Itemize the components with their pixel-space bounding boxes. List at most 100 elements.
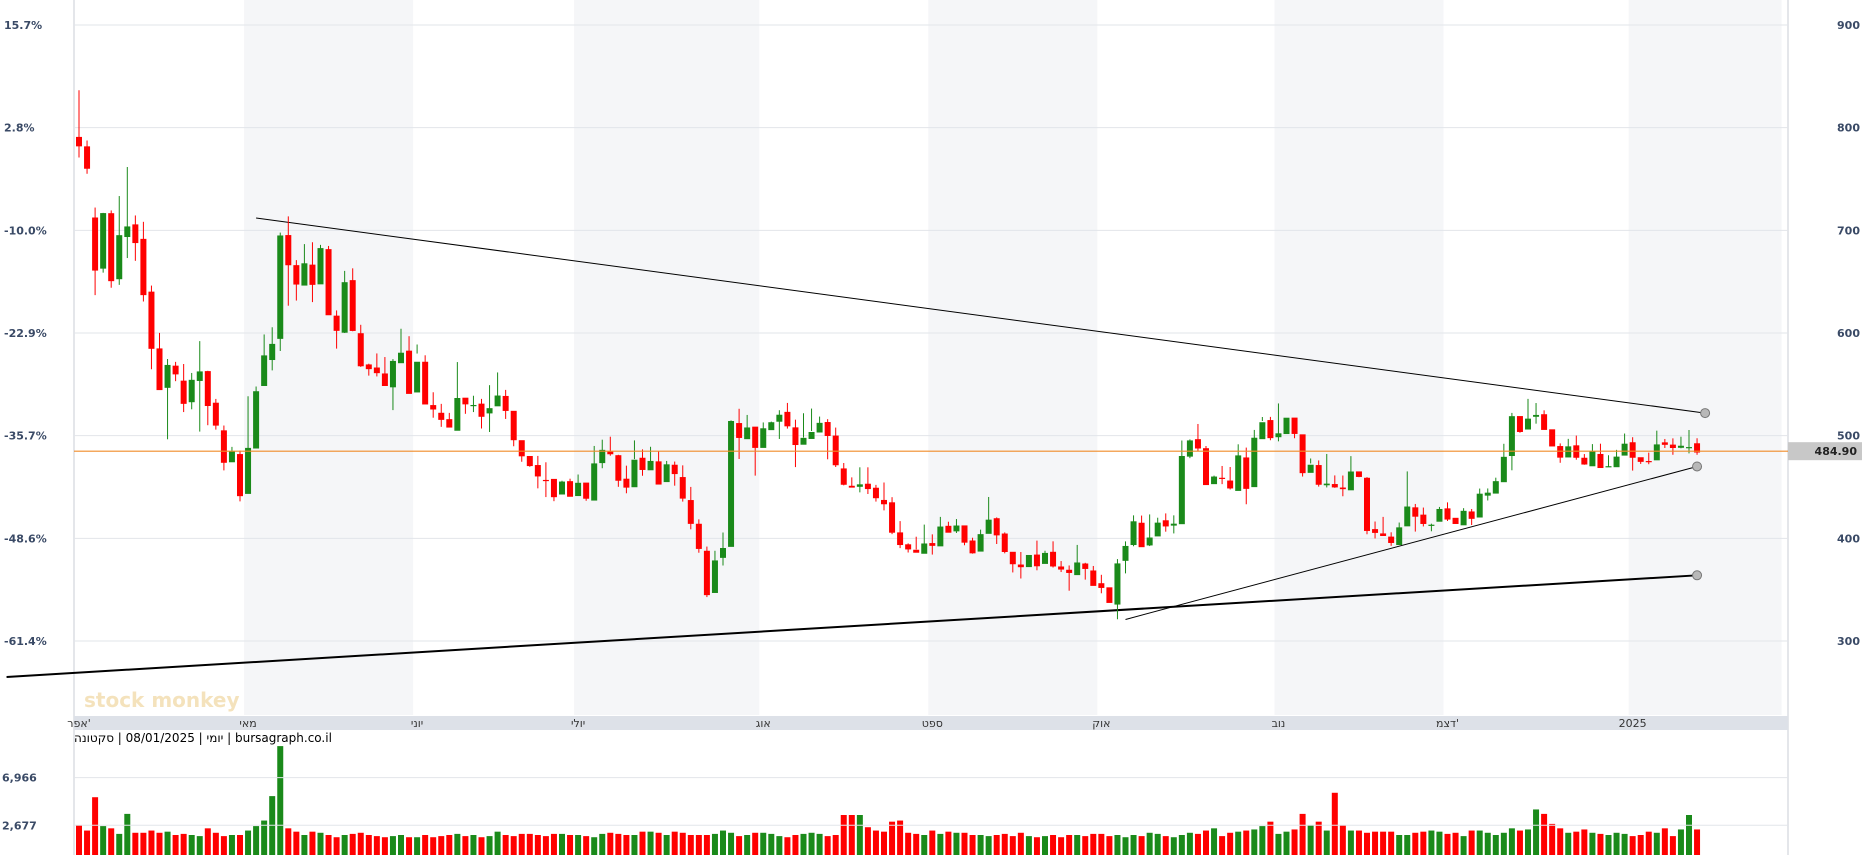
volume-bar [237, 835, 243, 855]
candle-body [1323, 483, 1330, 486]
volume-bar [1508, 828, 1515, 855]
volume-bar [1484, 832, 1491, 855]
candle-body [687, 500, 694, 524]
volume-bar [534, 835, 541, 855]
candle-body [631, 459, 638, 488]
candle-body [703, 550, 710, 596]
volume-bar [1098, 833, 1105, 855]
volume-bar [1533, 809, 1540, 855]
volume-bar [985, 836, 992, 855]
candle-body [124, 226, 131, 238]
volume-bar [607, 832, 614, 855]
volume-bar [1090, 833, 1097, 855]
trendline [1125, 465, 1698, 620]
candle-body [1033, 554, 1040, 567]
candle-body [881, 499, 887, 505]
candle-body [285, 235, 292, 266]
candle-body [1307, 464, 1314, 473]
volume-bar [1380, 831, 1387, 855]
volume-bar [1146, 832, 1153, 855]
candle-body [486, 408, 493, 414]
month-label: אפר' [67, 717, 90, 730]
candle-body [518, 440, 525, 457]
candle-body [1138, 522, 1145, 548]
volume-bar [502, 835, 509, 855]
volume-bar [1573, 831, 1580, 855]
volume-bar [1500, 832, 1507, 855]
candle-body [792, 427, 799, 446]
volume-bar [389, 836, 396, 855]
candle-body [695, 523, 702, 549]
candle-body [470, 404, 477, 407]
candle-body [1516, 416, 1523, 432]
candle-body [1315, 465, 1322, 485]
volume-bar [164, 831, 171, 855]
volume-bar [1050, 835, 1057, 855]
volume-bar [1001, 833, 1008, 855]
candle-body [373, 367, 380, 374]
volume-bar [567, 835, 574, 855]
candle-body [623, 478, 630, 488]
candle-body [736, 423, 743, 438]
candle-body [583, 482, 590, 499]
candle-body [1058, 566, 1065, 570]
candle-body [1275, 433, 1282, 438]
candle-body [430, 405, 437, 410]
volume-bar [92, 797, 99, 855]
volume-bar [921, 835, 928, 855]
candle-body [1686, 447, 1692, 449]
candle-body [1283, 417, 1290, 435]
candle-body [889, 502, 896, 533]
volume-bar [1251, 829, 1258, 855]
volume-bar [703, 835, 710, 855]
volume-bar [365, 835, 372, 855]
volume-bar [760, 832, 767, 855]
volume-bar [1653, 832, 1660, 855]
candle-body [309, 264, 316, 285]
candle-body [1388, 536, 1395, 543]
candle-body [864, 483, 871, 490]
volume-bar [1452, 832, 1459, 855]
candle-body [945, 525, 952, 533]
candle-body [550, 478, 557, 498]
volume-bar [1235, 831, 1242, 855]
price-candles [76, 90, 1701, 620]
volume-bar [277, 746, 284, 855]
volume-bar [1162, 836, 1169, 855]
candle-body [317, 248, 324, 285]
candle-body [1364, 477, 1370, 531]
volume-bar [647, 831, 654, 855]
candle-body [776, 414, 783, 422]
candle-body [422, 361, 429, 405]
y-tick-label-right: 300 [1837, 635, 1860, 648]
candle-body [1243, 457, 1250, 489]
candle-body [607, 451, 614, 455]
y-tick-label-right: 700 [1837, 224, 1860, 237]
volume-bar [1122, 837, 1129, 855]
candle-body [993, 518, 1000, 536]
volume-bar [961, 832, 968, 855]
volume-bar [381, 837, 388, 855]
candle-body [856, 484, 863, 487]
volume-bar [856, 815, 863, 855]
candle-body [116, 235, 123, 280]
trendlines[interactable] [6, 217, 1711, 678]
volume-bar [1388, 831, 1395, 855]
volume-bar [1669, 836, 1676, 855]
candle-body [937, 526, 944, 547]
candle-body [567, 481, 574, 497]
candle-body [752, 426, 759, 448]
volume-bar [1492, 835, 1499, 855]
candle-body [245, 447, 252, 494]
volume-bar [550, 833, 557, 855]
candle-body [985, 519, 992, 534]
volume-bar [1219, 836, 1226, 855]
volume-bar [872, 830, 879, 855]
volume-bar [293, 831, 300, 855]
candle-body [204, 371, 211, 407]
candle-body [1557, 446, 1564, 458]
volume-bar [422, 835, 429, 855]
candle-body [494, 395, 501, 407]
candle-body [1267, 420, 1274, 439]
